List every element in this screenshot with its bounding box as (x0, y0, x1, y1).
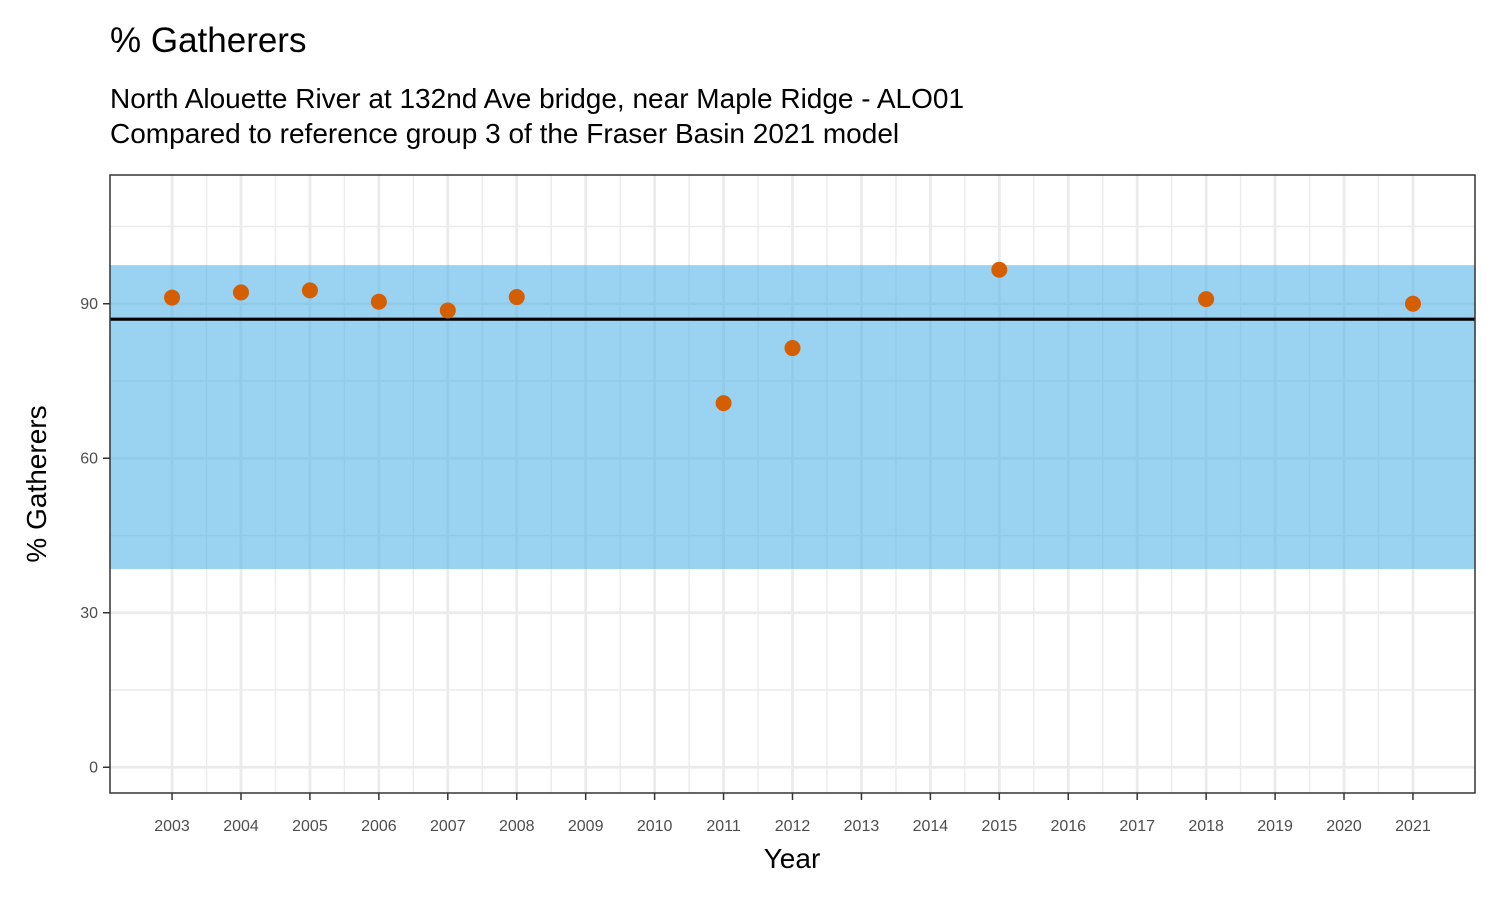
x-tick-label: 2011 (706, 818, 741, 835)
chart-subtitle-line-1: North Alouette River at 132nd Ave bridge… (110, 83, 964, 114)
x-axis: 2003 2004 2005 2006 2007 2008 2009 2010 2011 2012… (154, 793, 1431, 835)
x-axis-label: Year (764, 843, 821, 874)
x-tick-label: 2016 (1050, 818, 1086, 835)
x-tick-label: 2012 (775, 818, 811, 835)
y-tick-label: 0 (89, 759, 98, 776)
y-tick-label: 30 (80, 605, 98, 622)
data-point-2012 (784, 340, 801, 357)
x-tick-label: 2017 (1119, 818, 1155, 835)
x-tick-label: 2021 (1395, 818, 1431, 835)
x-tick-label: 2003 (154, 818, 190, 835)
y-tick-label: 90 (80, 296, 98, 313)
data-points (164, 261, 1421, 412)
data-point-2004 (232, 284, 249, 301)
data-point-2006 (370, 293, 387, 310)
data-point-2021 (1404, 295, 1421, 312)
data-point-2005 (301, 282, 318, 299)
data-point-2015 (991, 261, 1008, 278)
x-tick-label: 2014 (913, 818, 949, 835)
x-tick-label: 2006 (361, 818, 397, 835)
data-point-2008 (508, 289, 525, 306)
x-tick-label: 2020 (1326, 818, 1362, 835)
reference-band (110, 265, 1475, 569)
x-tick-label: 2007 (430, 818, 466, 835)
data-point-2003 (164, 289, 181, 306)
plot-area (109, 174, 1476, 794)
y-axis-label: % Gatherers (21, 405, 52, 562)
x-tick-label: 2005 (292, 818, 328, 835)
x-tick-label: 2009 (568, 818, 604, 835)
x-tick-label: 2015 (982, 818, 1018, 835)
x-tick-label: 2004 (223, 818, 259, 835)
x-tick-label: 2018 (1188, 818, 1224, 835)
data-point-2018 (1198, 291, 1215, 308)
data-point-2011 (715, 395, 732, 412)
y-tick-label: 60 (80, 450, 98, 467)
x-tick-label: 2013 (844, 818, 880, 835)
data-point-2007 (439, 302, 456, 319)
chart-title: % Gatherers (110, 21, 306, 60)
y-axis: 0 30 60 90 (80, 296, 110, 776)
x-tick-label: 2010 (637, 818, 673, 835)
chart-subtitle-line-2: Compared to reference group 3 of the Fra… (110, 118, 899, 149)
x-tick-label: 2008 (499, 818, 535, 835)
x-tick-label: 2019 (1257, 818, 1293, 835)
